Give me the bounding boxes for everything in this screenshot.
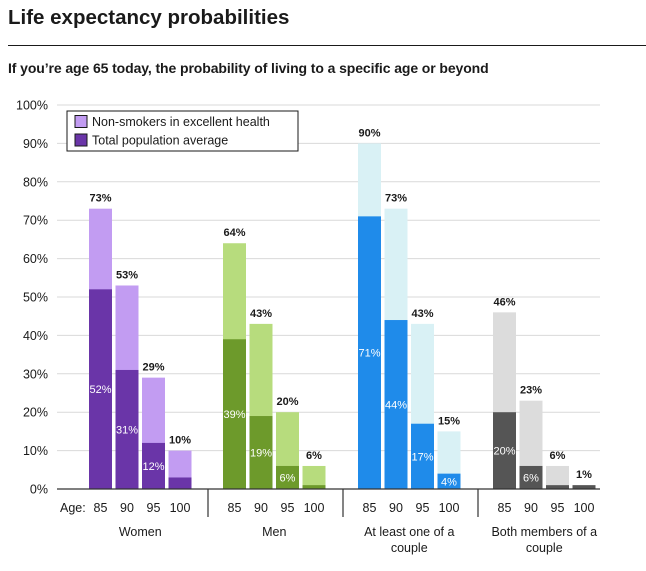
legend-box: [66, 110, 299, 152]
data-label-non-smokers: 90%: [358, 127, 380, 139]
bar-total-population: [89, 289, 112, 489]
data-label-non-smokers: 10%: [169, 435, 191, 447]
x-tick-label: 95: [416, 501, 430, 515]
group-label: Men: [262, 525, 286, 539]
x-tick-label: 100: [170, 501, 191, 515]
bar-total-population: [276, 465, 299, 489]
data-label-total: 31%: [116, 424, 138, 436]
x-tick-label: 100: [304, 501, 325, 515]
data-label-total: 44%: [385, 400, 407, 412]
bar-total-population: [168, 477, 192, 489]
group-label: Both members of a: [491, 525, 597, 539]
y-tick-label: 90%: [23, 137, 48, 151]
x-tick-label: 90: [389, 501, 403, 515]
data-label-non-smokers: 53%: [116, 269, 138, 281]
x-tick-label: 90: [524, 501, 538, 515]
bar-total-population: [115, 369, 139, 489]
legend-swatch-total: [74, 133, 88, 147]
bar-total-population: [519, 465, 543, 489]
y-tick-label: 10%: [23, 444, 48, 458]
data-label-non-smokers: 15%: [438, 415, 460, 427]
group-label: couple: [391, 541, 428, 555]
x-tick-label: 95: [551, 501, 565, 515]
x-tick-label: 100: [574, 501, 595, 515]
bar-total-population: [223, 339, 246, 489]
bar-total-population: [358, 216, 381, 490]
x-tick-label: 85: [498, 501, 512, 515]
y-tick-label: 50%: [23, 291, 48, 305]
data-label-non-smokers: 29%: [142, 362, 164, 374]
y-tick-label: 0%: [30, 483, 48, 497]
group-label: At least one of a: [364, 525, 454, 539]
group-label: couple: [526, 541, 563, 555]
data-label-non-smokers: 6%: [306, 450, 322, 462]
x-tick-label: 90: [120, 501, 134, 515]
bar-total-population: [142, 442, 165, 489]
bar-non-smokers: [302, 465, 326, 489]
y-tick-label: 70%: [23, 214, 48, 228]
bar-total-population: [546, 485, 569, 489]
x-axis-prefix: Age:: [60, 501, 86, 515]
chart-title: Life expectancy probabilities: [8, 6, 290, 29]
x-tick-label: 95: [281, 501, 295, 515]
data-label-total: 71%: [358, 348, 380, 360]
y-tick-label: 30%: [23, 367, 48, 381]
bar-total-population: [411, 423, 434, 489]
x-tick-label: 85: [228, 501, 242, 515]
x-tick-label: 85: [363, 501, 377, 515]
x-tick-label: 90: [254, 501, 268, 515]
data-label-non-smokers: 43%: [411, 308, 433, 320]
x-tick-label: 100: [439, 501, 460, 515]
data-label-total: 17%: [411, 451, 433, 463]
chart-subtitle: If you’re age 65 today, the probability …: [8, 60, 489, 76]
data-label-total: 39%: [223, 409, 245, 421]
data-label-total: 52%: [89, 384, 111, 396]
x-tick-label: 95: [147, 501, 161, 515]
data-label-total: 4%: [441, 476, 457, 488]
data-label-non-smokers: 64%: [223, 227, 245, 239]
legend-label-non-smokers: Non-smokers in excellent health: [92, 115, 270, 129]
data-label-non-smokers: 6%: [550, 450, 566, 462]
bar-total-population: [437, 473, 461, 489]
data-label-total: 6%: [523, 472, 539, 484]
x-tick-label: 85: [94, 501, 108, 515]
y-tick-label: 80%: [23, 175, 48, 189]
y-tick-label: 20%: [23, 406, 48, 420]
data-label-non-smokers: 20%: [276, 396, 298, 408]
legend-swatch-non-smokers: [74, 115, 88, 128]
bar-total-population: [493, 412, 516, 489]
y-tick-label: 100%: [16, 99, 48, 113]
data-label-non-smokers: 1%: [576, 469, 592, 481]
bar-total-population: [384, 320, 408, 489]
legend-label-total: Total population average: [92, 134, 228, 148]
group-label: Women: [119, 525, 162, 539]
data-label-total: 12%: [142, 461, 164, 473]
bar-total-population: [572, 485, 596, 489]
data-label-total: 6%: [280, 472, 296, 484]
data-label-non-smokers: 23%: [520, 385, 542, 397]
bar-total-population: [249, 416, 273, 489]
bar-non-smokers: [546, 465, 569, 489]
data-label-non-smokers: 73%: [385, 193, 407, 205]
data-label-non-smokers: 73%: [89, 193, 111, 205]
data-label-non-smokers: 43%: [250, 308, 272, 320]
data-label-total: 19%: [250, 448, 272, 460]
title-rule: [8, 45, 646, 46]
y-tick-label: 40%: [23, 329, 48, 343]
bar-total-population: [302, 485, 326, 489]
data-label-total: 20%: [493, 446, 515, 458]
data-label-non-smokers: 46%: [493, 296, 515, 308]
y-tick-label: 60%: [23, 252, 48, 266]
